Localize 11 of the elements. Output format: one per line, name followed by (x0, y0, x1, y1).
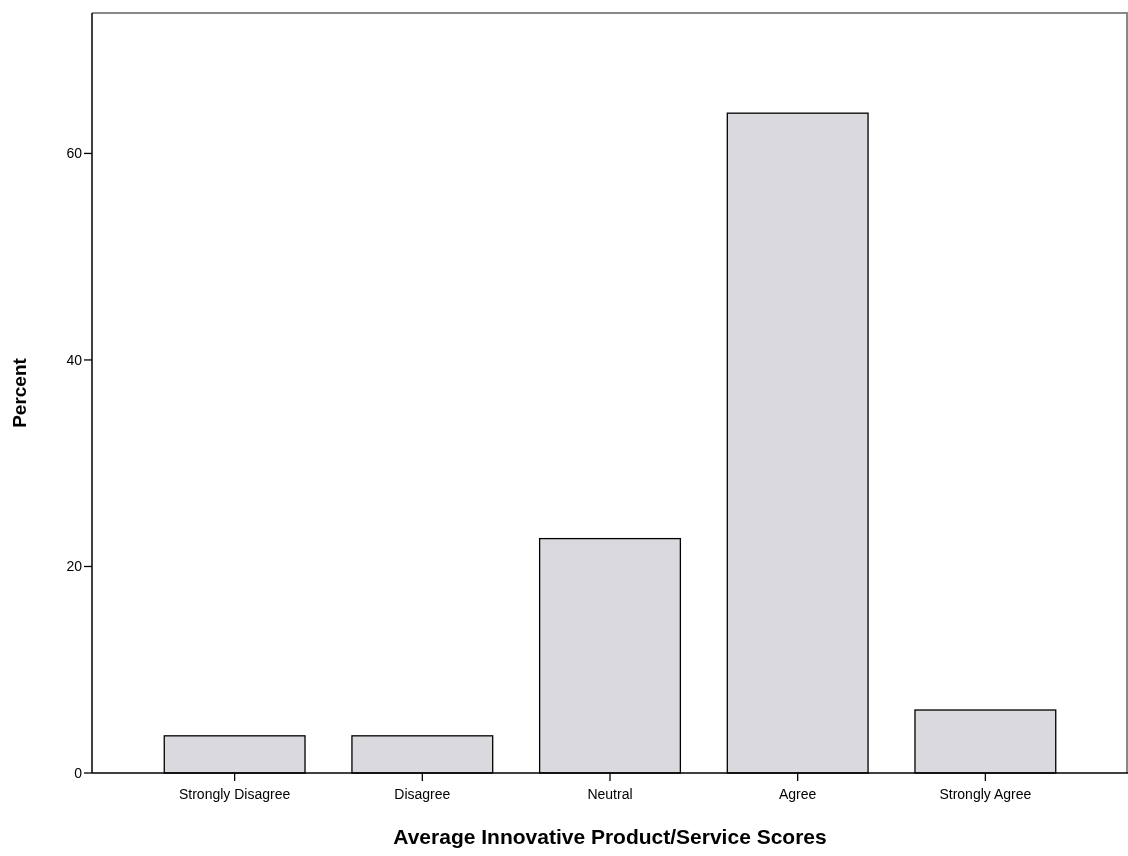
y-axis-title: Percent (9, 357, 30, 428)
x-tick-label: Agree (779, 786, 817, 802)
x-tick-label: Disagree (394, 786, 451, 802)
x-tick-label: Strongly Disagree (179, 786, 291, 802)
y-tick-label: 20 (66, 558, 83, 575)
y-tick-label: 60 (66, 145, 83, 162)
y-tick-label: 0 (74, 764, 83, 781)
x-axis-title: Average Innovative Product/Service Scores (393, 825, 827, 848)
y-tick-label: 40 (66, 351, 83, 368)
x-tick-label: Strongly Agree (939, 786, 1032, 802)
x-tick-label: Neutral (587, 786, 633, 802)
